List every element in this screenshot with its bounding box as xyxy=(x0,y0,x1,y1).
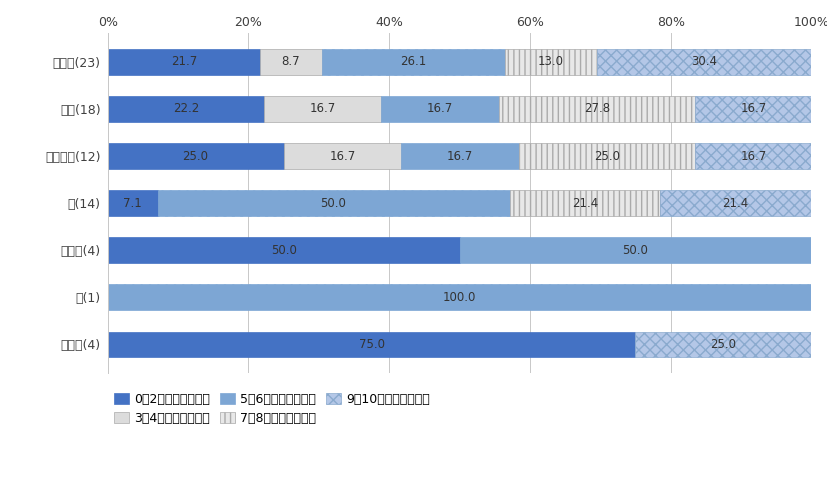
Text: 25.0: 25.0 xyxy=(593,150,619,163)
Text: 16.7: 16.7 xyxy=(739,102,766,116)
Bar xyxy=(108,284,810,310)
Bar xyxy=(459,237,810,263)
Bar xyxy=(504,49,596,75)
Text: 16.7: 16.7 xyxy=(329,150,355,163)
Bar xyxy=(108,237,459,263)
Bar xyxy=(264,96,381,122)
Bar xyxy=(260,49,321,75)
Bar xyxy=(499,96,694,122)
Bar xyxy=(108,190,157,216)
Text: 13.0: 13.0 xyxy=(538,55,563,68)
Legend: 0｜2割程度回復した, 3｜4割程度回復した, 5｜6割程度回復した, 7｜8割程度回復した, 9｜10割程度回復した: 0｜2割程度回復した, 3｜4割程度回復した, 5｜6割程度回復した, 7｜8割… xyxy=(114,392,429,425)
Text: 30.4: 30.4 xyxy=(690,55,716,68)
Text: 50.0: 50.0 xyxy=(270,244,296,257)
Bar xyxy=(400,143,518,169)
Bar xyxy=(596,49,810,75)
Bar xyxy=(283,143,400,169)
Text: 50.0: 50.0 xyxy=(622,244,648,257)
Text: 25.0: 25.0 xyxy=(183,150,208,163)
Text: 75.0: 75.0 xyxy=(358,338,384,351)
Bar xyxy=(108,332,635,358)
Text: 21.4: 21.4 xyxy=(571,196,597,210)
Bar xyxy=(659,190,810,216)
Text: 50.0: 50.0 xyxy=(320,196,346,210)
Text: 21.7: 21.7 xyxy=(170,55,197,68)
Text: 27.8: 27.8 xyxy=(583,102,609,116)
Text: 7.1: 7.1 xyxy=(123,196,141,210)
Bar xyxy=(108,49,260,75)
Bar xyxy=(108,96,264,122)
Bar xyxy=(108,143,283,169)
Text: 22.2: 22.2 xyxy=(172,102,198,116)
Bar xyxy=(381,96,499,122)
Text: 25.0: 25.0 xyxy=(710,338,735,351)
Bar xyxy=(157,190,509,216)
Bar xyxy=(635,332,810,358)
Text: 16.7: 16.7 xyxy=(309,102,336,116)
Bar xyxy=(518,143,694,169)
Text: 16.7: 16.7 xyxy=(427,102,452,116)
Text: 100.0: 100.0 xyxy=(442,291,476,304)
Bar xyxy=(694,143,811,169)
Text: 16.7: 16.7 xyxy=(447,150,472,163)
Text: 16.7: 16.7 xyxy=(739,150,766,163)
Bar xyxy=(694,96,811,122)
Text: 21.4: 21.4 xyxy=(721,196,748,210)
Text: 8.7: 8.7 xyxy=(281,55,300,68)
Bar xyxy=(509,190,659,216)
Text: 26.1: 26.1 xyxy=(399,55,426,68)
Bar xyxy=(321,49,504,75)
